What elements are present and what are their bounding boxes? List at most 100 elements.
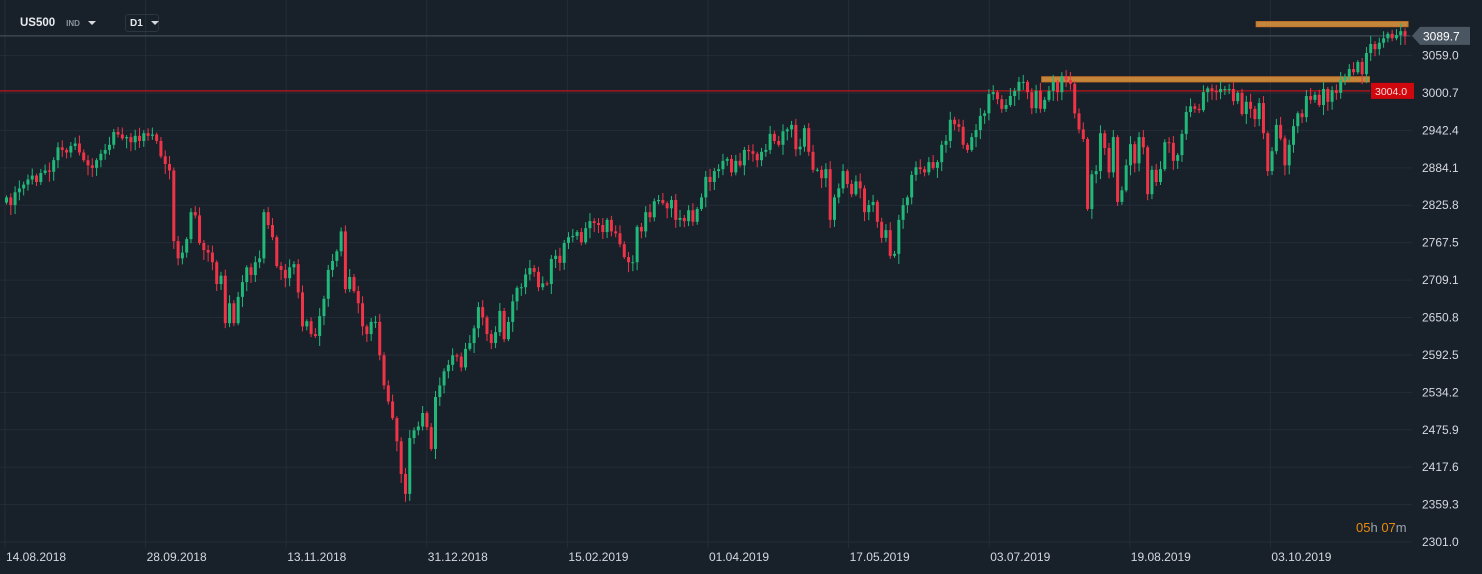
candle-body xyxy=(133,135,137,143)
candle-down xyxy=(807,123,811,156)
y-tick-label: 2825.8 xyxy=(1422,198,1459,212)
candle-up xyxy=(1330,86,1334,110)
candle-body xyxy=(768,133,772,150)
candle-down xyxy=(47,162,51,182)
candle-body xyxy=(652,201,656,218)
candle-body xyxy=(965,144,969,150)
candle-up xyxy=(288,259,292,287)
candle-up xyxy=(1244,95,1248,124)
candle-body xyxy=(125,137,129,139)
candle-body xyxy=(296,264,300,293)
candle-body xyxy=(811,151,815,170)
candle-down xyxy=(691,203,695,226)
candle-down xyxy=(738,152,742,168)
candle-body xyxy=(1064,76,1068,80)
candle-body xyxy=(1283,138,1287,166)
candle-up xyxy=(1120,186,1124,205)
candle-up xyxy=(1128,136,1132,176)
candle-down xyxy=(1064,70,1068,87)
candle-body xyxy=(1343,76,1347,80)
candle-down xyxy=(77,135,81,156)
candle-up xyxy=(983,110,987,124)
candle-down xyxy=(627,252,631,273)
candle-down xyxy=(399,437,403,483)
candle-up xyxy=(511,294,515,332)
candle-body xyxy=(245,267,249,283)
candle-up xyxy=(905,195,909,214)
candle-up xyxy=(1013,87,1017,107)
candle-body xyxy=(253,262,257,276)
candle-up xyxy=(528,259,532,281)
resistance-zone[interactable] xyxy=(1041,76,1370,83)
candle-body xyxy=(168,164,172,171)
candle-body xyxy=(983,113,987,116)
candle-body xyxy=(1231,88,1235,102)
candle-down xyxy=(880,217,884,243)
candle-down xyxy=(309,317,313,338)
candle-down xyxy=(202,239,206,261)
candle-up xyxy=(373,315,377,328)
candle-body xyxy=(974,130,978,138)
candle-body xyxy=(562,242,566,263)
candle-up xyxy=(1017,76,1021,100)
candle-body xyxy=(875,201,879,222)
candle-down xyxy=(232,300,236,327)
candle-body xyxy=(17,188,21,193)
candle-body xyxy=(931,162,935,168)
candle-body xyxy=(850,183,854,195)
candle-up xyxy=(1399,23,1403,46)
candle-body xyxy=(1068,79,1072,84)
symbol-name: US500 xyxy=(20,17,56,29)
candle-down xyxy=(828,161,832,228)
candle-body xyxy=(991,92,995,95)
candle-up xyxy=(837,183,841,204)
candle-up xyxy=(944,134,948,153)
candle-up xyxy=(95,158,99,176)
candle-body xyxy=(511,301,515,322)
candle-up xyxy=(125,135,129,149)
candle-body xyxy=(112,131,116,145)
candle-up xyxy=(245,265,249,292)
candle-up xyxy=(133,129,137,151)
candle-body xyxy=(90,165,94,168)
resistance-zone[interactable] xyxy=(1255,21,1409,28)
candle-up xyxy=(1111,130,1115,178)
candle-up xyxy=(815,167,819,172)
candle-down xyxy=(1373,41,1377,57)
candle-body xyxy=(163,156,167,165)
candle-body xyxy=(361,303,365,327)
candle-down xyxy=(455,353,459,362)
candle-body xyxy=(365,326,369,335)
candle-body xyxy=(219,275,223,285)
candle-body xyxy=(1227,88,1231,90)
candle-body xyxy=(305,321,309,327)
candle-body xyxy=(352,276,356,292)
candle-down xyxy=(1068,71,1072,90)
countdown-minutes: 07 xyxy=(1381,520,1396,535)
timeframe-selector[interactable]: D1 xyxy=(125,14,159,32)
symbol-selector[interactable]: US500 IND xyxy=(20,14,96,32)
candle-body xyxy=(1116,137,1120,202)
candle-body xyxy=(339,231,343,252)
candle-body xyxy=(867,205,871,213)
candle-body xyxy=(236,296,240,324)
candle-up xyxy=(760,147,764,167)
candle-body xyxy=(704,176,708,198)
candle-body xyxy=(502,310,506,340)
candle-body xyxy=(1261,103,1265,134)
candle-body xyxy=(884,230,888,238)
candle-body xyxy=(772,133,776,141)
candle-down xyxy=(558,247,562,271)
candle-up xyxy=(901,198,905,229)
x-tick-label: 01.04.2019 xyxy=(709,550,769,564)
candle-body xyxy=(86,160,90,166)
candle-up xyxy=(970,133,974,152)
candle-body xyxy=(1266,133,1270,172)
candle-up xyxy=(438,377,442,406)
x-tick-label: 03.10.2019 xyxy=(1271,550,1331,564)
candle-body xyxy=(948,119,952,141)
candle-body xyxy=(60,147,64,150)
candle-down xyxy=(1073,80,1077,119)
price-zones[interactable] xyxy=(1041,21,1409,83)
